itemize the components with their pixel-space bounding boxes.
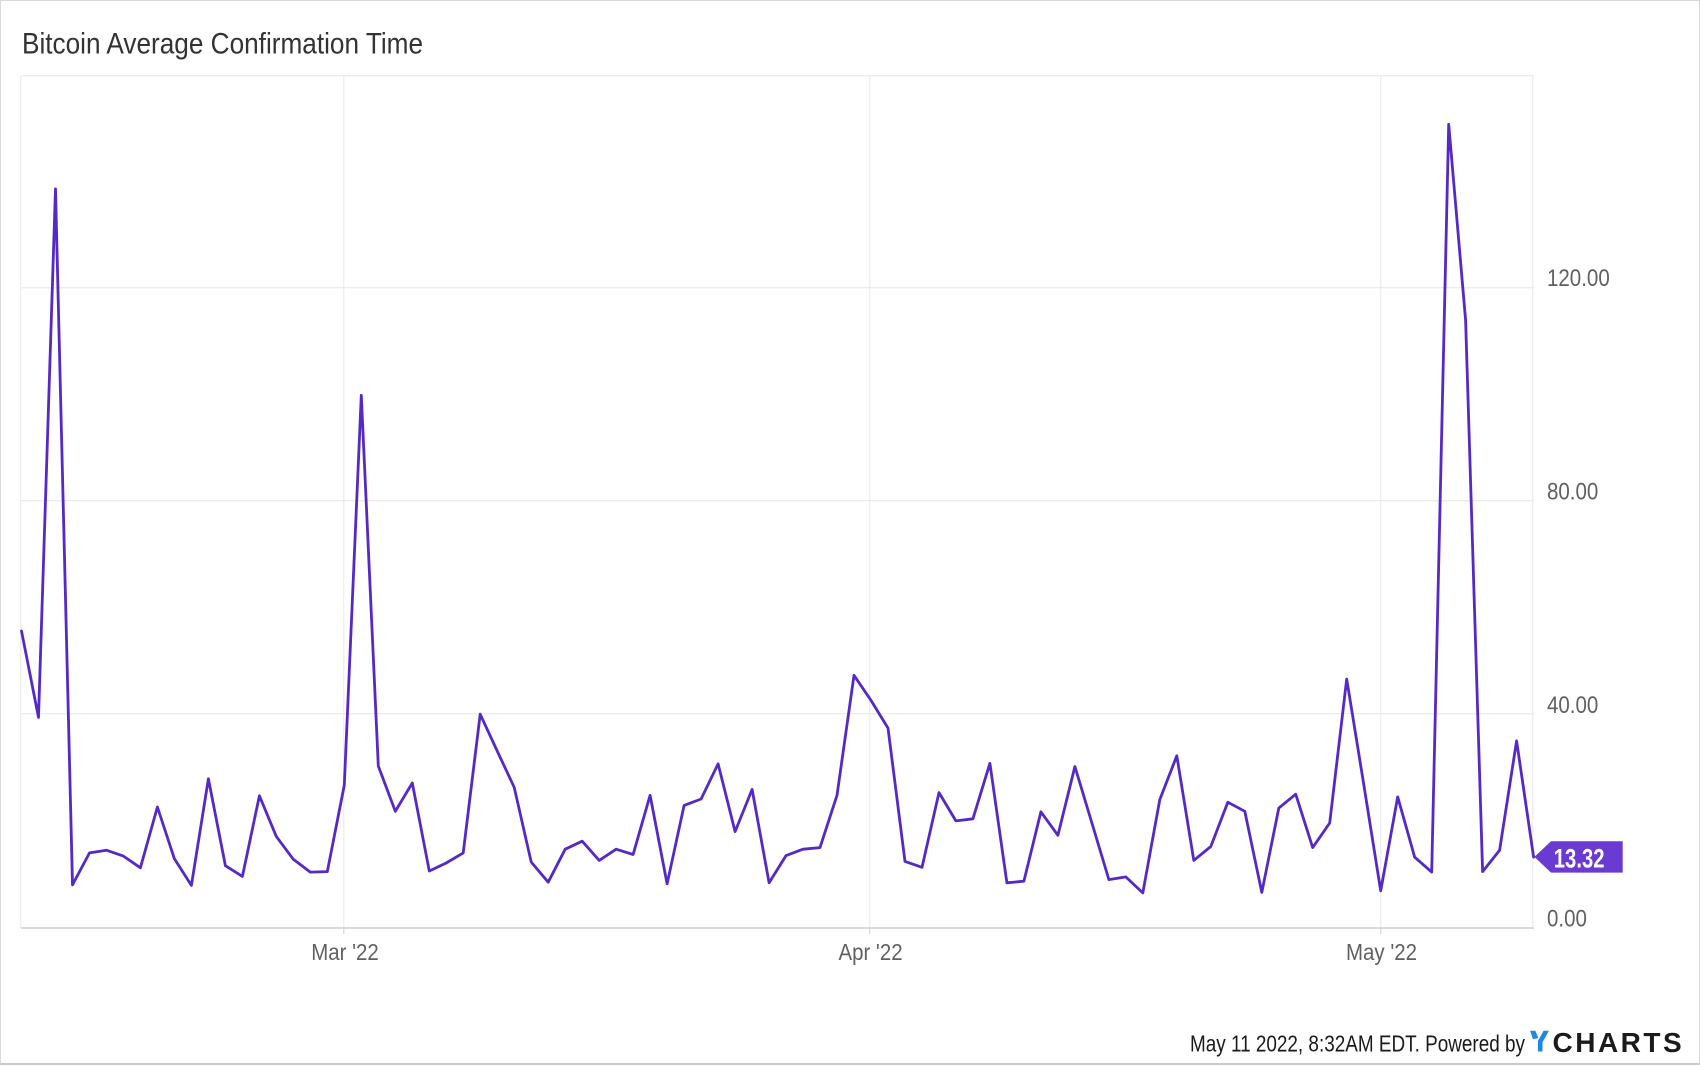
svg-text:May 11 2022, 8:32AM EDT. Power: May 11 2022, 8:32AM EDT. Powered by (1190, 1030, 1525, 1056)
svg-text:Bitcoin Average Confirmation T: Bitcoin Average Confirmation Time (22, 27, 423, 60)
svg-text:0.00: 0.00 (1547, 905, 1587, 932)
svg-text:Mar '22: Mar '22 (311, 939, 379, 966)
svg-text:40.00: 40.00 (1547, 691, 1598, 718)
svg-text:CHARTS: CHARTS (1553, 1027, 1685, 1058)
svg-text:120.00: 120.00 (1547, 265, 1610, 292)
svg-text:Apr '22: Apr '22 (838, 939, 902, 966)
svg-text:80.00: 80.00 (1547, 478, 1598, 505)
svg-text:May '22: May '22 (1346, 939, 1417, 966)
svg-text:13.32: 13.32 (1554, 844, 1605, 875)
